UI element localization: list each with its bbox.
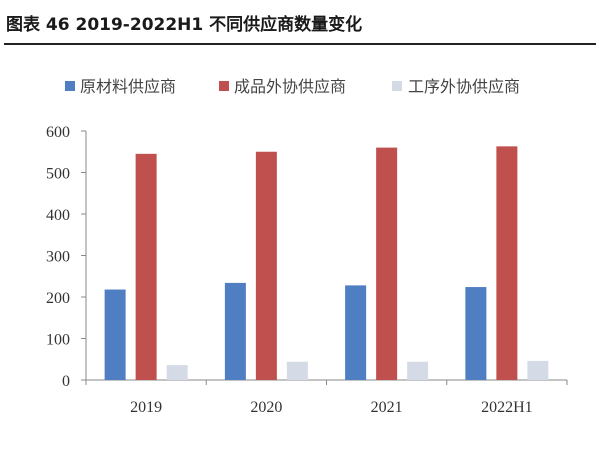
y-tick-label-400: 400 (46, 207, 70, 224)
y-tick-label-100: 100 (46, 332, 70, 349)
bar-series1-2021 (345, 285, 367, 380)
bar-series3-2019 (166, 365, 188, 380)
x-tick-label-2021: 2021 (371, 399, 403, 416)
bar-series2-2021 (376, 147, 398, 380)
bar-series1-2022H1 (465, 287, 487, 380)
bar-series2-2019 (135, 153, 157, 380)
bar-series1-2019 (104, 289, 126, 380)
bar-series2-2020 (255, 151, 277, 380)
y-tick-label-300: 300 (46, 249, 70, 266)
x-tick-label-2020: 2020 (250, 399, 282, 416)
bar-series2-2022H1 (496, 146, 518, 380)
y-tick-label-200: 200 (46, 290, 70, 307)
figure-title: 图表 46 2019-2022H1 不同供应商数量变化 (6, 15, 363, 35)
legend-swatch-2 (219, 81, 229, 91)
bar-series3-2020 (286, 361, 308, 380)
bars (104, 146, 549, 380)
legend-label-1: 原材料供应商 (80, 77, 176, 96)
legend-label-3: 工序外协供应商 (408, 77, 520, 96)
y-tick-label-0: 0 (62, 373, 70, 390)
legend-swatch-3 (392, 81, 402, 91)
y-tick-label-500: 500 (46, 166, 70, 183)
bar-series1-2020 (224, 282, 246, 380)
legend-label-2: 成品外协供应商 (234, 77, 346, 96)
legend-swatch-1 (65, 81, 75, 91)
y-tick-label-600: 600 (46, 124, 70, 141)
x-tick-label-2022H1: 2022H1 (481, 399, 533, 416)
x-tick-label-2019: 2019 (130, 399, 162, 416)
x-axis: 2019 2020 2021 2022H1 (85, 379, 568, 416)
title-rule (4, 43, 596, 45)
chart-legend: 原材料供应商 成品外协供应商 工序外协供应商 (65, 77, 520, 96)
bar-series3-2022H1 (527, 360, 549, 380)
y-axis: 0 100 200 300 400 500 600 (46, 124, 87, 390)
bar-series3-2021 (407, 361, 429, 380)
